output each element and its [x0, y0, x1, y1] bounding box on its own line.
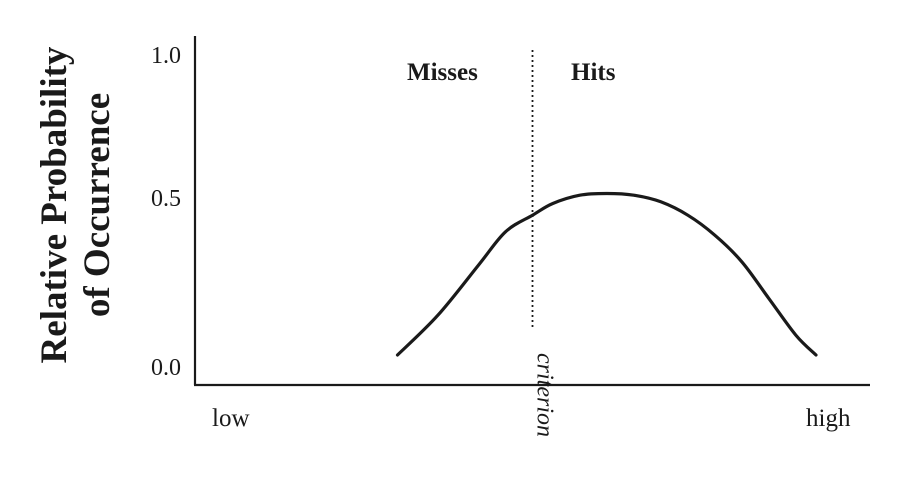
x-end-label-high: high	[806, 405, 851, 432]
criterion-label-group: criterion	[531, 353, 557, 437]
criterion-label: criterion	[531, 353, 557, 437]
x-end-label-low: low	[212, 405, 250, 432]
y-tick-label-0-5: 0.5	[151, 186, 181, 212]
y-axis-title: Relative Probability of Occurrence	[34, 46, 118, 363]
y-tick-label-0-0: 0.0	[151, 355, 181, 381]
y-axis-title-line-2: of Occurrence	[77, 93, 118, 317]
y-axis-title-line-1: Relative Probability	[34, 46, 75, 363]
region-label-misses: Misses	[407, 59, 478, 86]
series-curve	[395, 191, 818, 357]
y-tick-label-1-0: 1.0	[151, 43, 181, 69]
region-label-hits: Hits	[571, 59, 616, 86]
